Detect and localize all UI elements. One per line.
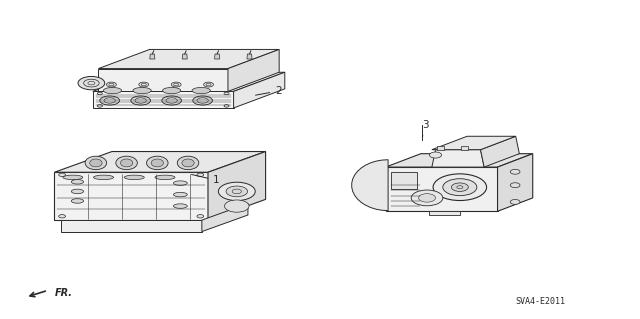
Circle shape	[510, 199, 520, 204]
Circle shape	[197, 215, 204, 218]
Ellipse shape	[151, 159, 163, 167]
Circle shape	[510, 169, 520, 174]
Polygon shape	[436, 146, 444, 150]
Ellipse shape	[71, 199, 84, 203]
Text: FR.: FR.	[54, 288, 72, 298]
Circle shape	[59, 215, 65, 218]
Circle shape	[510, 183, 520, 188]
Text: SVA4-E2011: SVA4-E2011	[516, 297, 566, 306]
Circle shape	[97, 105, 102, 107]
Ellipse shape	[116, 156, 138, 170]
Ellipse shape	[147, 156, 168, 170]
Circle shape	[225, 200, 249, 212]
Ellipse shape	[71, 189, 84, 194]
Polygon shape	[386, 154, 532, 167]
Polygon shape	[202, 204, 248, 232]
Ellipse shape	[85, 156, 107, 170]
Polygon shape	[61, 220, 202, 232]
Text: 2: 2	[255, 86, 282, 96]
Polygon shape	[497, 154, 532, 211]
Polygon shape	[481, 136, 520, 167]
Circle shape	[224, 92, 229, 95]
Circle shape	[451, 183, 468, 191]
Circle shape	[419, 194, 435, 202]
Ellipse shape	[192, 87, 211, 94]
Circle shape	[97, 92, 102, 95]
Ellipse shape	[193, 96, 212, 105]
Ellipse shape	[63, 175, 83, 180]
Polygon shape	[182, 54, 188, 59]
Polygon shape	[234, 72, 285, 108]
Circle shape	[197, 173, 204, 176]
Circle shape	[226, 186, 248, 197]
Polygon shape	[214, 54, 220, 59]
Polygon shape	[390, 172, 417, 189]
Ellipse shape	[104, 87, 122, 94]
Ellipse shape	[120, 159, 132, 167]
Ellipse shape	[182, 159, 194, 167]
Circle shape	[218, 182, 255, 201]
Circle shape	[433, 174, 486, 201]
Polygon shape	[432, 150, 484, 167]
Circle shape	[78, 77, 105, 90]
Ellipse shape	[131, 96, 150, 105]
Polygon shape	[208, 152, 266, 220]
Polygon shape	[54, 152, 266, 172]
Ellipse shape	[133, 87, 151, 94]
Polygon shape	[99, 69, 228, 91]
Ellipse shape	[173, 204, 188, 208]
Ellipse shape	[100, 96, 120, 105]
Circle shape	[59, 173, 65, 176]
Circle shape	[443, 179, 477, 196]
Ellipse shape	[163, 87, 181, 94]
Polygon shape	[432, 136, 516, 150]
Circle shape	[411, 190, 443, 206]
Ellipse shape	[177, 156, 199, 170]
Circle shape	[204, 82, 214, 87]
Circle shape	[106, 82, 116, 87]
Text: 3: 3	[422, 120, 429, 137]
Polygon shape	[461, 146, 468, 150]
Ellipse shape	[155, 175, 175, 180]
Ellipse shape	[71, 180, 84, 184]
Circle shape	[429, 152, 442, 158]
Polygon shape	[93, 91, 234, 108]
Polygon shape	[352, 160, 388, 211]
Circle shape	[139, 82, 148, 87]
Polygon shape	[99, 49, 279, 69]
Polygon shape	[228, 49, 279, 91]
Polygon shape	[247, 54, 252, 59]
Polygon shape	[386, 167, 497, 211]
Ellipse shape	[90, 159, 102, 167]
Ellipse shape	[93, 175, 113, 180]
Polygon shape	[429, 211, 460, 215]
Text: 1: 1	[191, 174, 220, 185]
Ellipse shape	[173, 192, 188, 197]
Ellipse shape	[173, 181, 188, 185]
Polygon shape	[93, 72, 285, 91]
Circle shape	[224, 105, 229, 107]
Ellipse shape	[124, 175, 144, 180]
Polygon shape	[150, 54, 155, 59]
Ellipse shape	[162, 96, 182, 105]
Polygon shape	[54, 172, 208, 220]
Circle shape	[172, 82, 181, 87]
